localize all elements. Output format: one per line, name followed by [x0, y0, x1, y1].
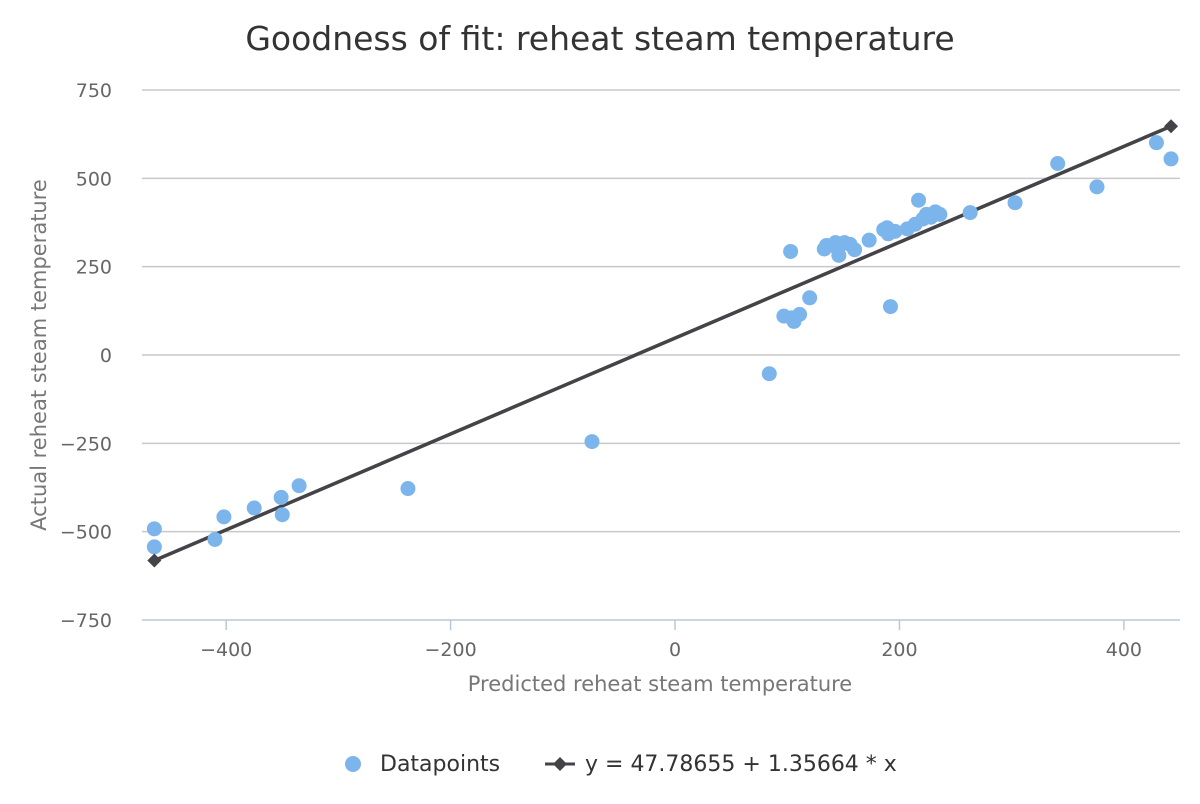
chart-title: Goodness of fit: reheat steam temperatur…: [245, 19, 954, 58]
datapoint[interactable]: [932, 206, 948, 222]
datapoint[interactable]: [291, 478, 307, 494]
legend: Datapoints y = 47.78655 + 1.35664 * x: [345, 752, 897, 777]
legend-item-datapoints[interactable]: Datapoints: [345, 752, 500, 777]
datapoint[interactable]: [783, 243, 799, 259]
x-tick-label: −200: [425, 639, 477, 661]
datapoint[interactable]: [847, 242, 863, 258]
datapoint[interactable]: [400, 481, 416, 497]
y-tick-label: −250: [60, 433, 112, 455]
datapoint[interactable]: [584, 434, 600, 450]
datapoint[interactable]: [216, 509, 232, 525]
datapoint[interactable]: [911, 192, 927, 208]
x-tick-label: −400: [200, 639, 252, 661]
datapoint[interactable]: [802, 290, 818, 306]
datapoint[interactable]: [273, 489, 289, 505]
datapoint[interactable]: [274, 507, 290, 523]
datapoint[interactable]: [1050, 155, 1066, 171]
x-axis-title: Predicted reheat steam temperature: [468, 672, 852, 696]
y-tick-label: −750: [60, 610, 112, 632]
datapoint[interactable]: [1089, 179, 1105, 195]
y-tick-label: 750: [76, 80, 112, 102]
datapoint[interactable]: [962, 205, 978, 221]
y-axis-title: Actual reheat steam temperature: [27, 179, 51, 531]
datapoint[interactable]: [1148, 135, 1164, 151]
axes: −750 −500 −250 0 250 500 750 −400 −200 0 200 400: [60, 80, 1180, 661]
datapoint[interactable]: [146, 539, 162, 555]
datapoint[interactable]: [792, 306, 808, 322]
datapoint[interactable]: [887, 223, 903, 239]
fit-line-endpoint[interactable]: [1164, 119, 1179, 134]
legend-datapoints-marker: [345, 756, 361, 772]
datapoint[interactable]: [146, 521, 162, 537]
y-tick-label: 0: [100, 345, 112, 367]
datapoint[interactable]: [1163, 151, 1179, 167]
fit-line: [153, 124, 1172, 563]
datapoint[interactable]: [246, 500, 262, 516]
datapoint[interactable]: [882, 299, 898, 315]
fit-line-endpoint[interactable]: [147, 553, 162, 568]
datapoint[interactable]: [861, 232, 877, 248]
x-tick-label: 0: [669, 639, 681, 661]
y-tick-label: 250: [76, 257, 112, 279]
legend-datapoints-label: Datapoints: [380, 752, 500, 777]
datapoint[interactable]: [761, 366, 777, 382]
y-tick-label: 500: [76, 168, 112, 190]
grid-lines: [142, 89, 1180, 533]
x-tick-label: 400: [1106, 639, 1142, 661]
legend-fit-line-label: y = 47.78655 + 1.35664 * x: [585, 752, 897, 777]
x-tick-label: 200: [881, 639, 917, 661]
legend-fit-line-diamond: [553, 757, 567, 771]
datapoint[interactable]: [207, 531, 223, 547]
datapoint[interactable]: [831, 247, 847, 263]
y-tick-label: −500: [60, 522, 112, 544]
plot-area: [146, 119, 1179, 568]
datapoint[interactable]: [1007, 195, 1023, 211]
legend-item-fit-line[interactable]: y = 47.78655 + 1.35664 * x: [545, 752, 897, 777]
